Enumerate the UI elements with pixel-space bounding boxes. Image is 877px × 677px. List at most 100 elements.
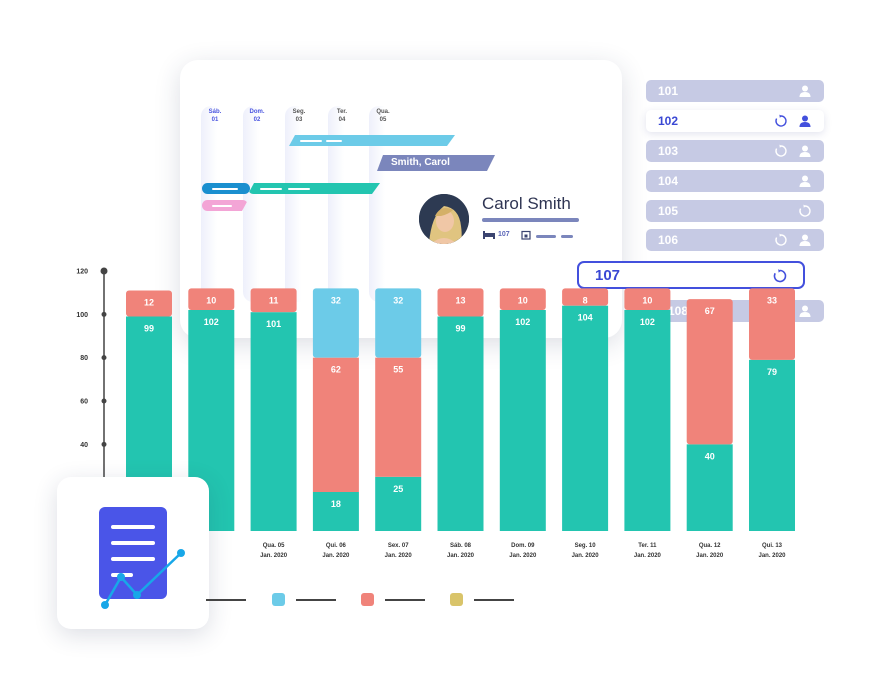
bar-segment[interactable] [624, 288, 671, 310]
user-icon[interactable] [798, 114, 812, 128]
y-tick-label: 60 [80, 399, 88, 406]
user-icon[interactable] [798, 174, 812, 188]
y-tick-mark [101, 311, 107, 317]
bar-value-label: 13 [455, 295, 465, 305]
bar-segment[interactable] [686, 444, 733, 531]
bar-segment[interactable] [126, 290, 172, 317]
refresh-icon[interactable] [774, 233, 788, 247]
bar-segment[interactable] [437, 316, 484, 532]
y-tick-mark [101, 355, 107, 361]
room-number: 105 [658, 204, 679, 218]
x-tick-label: Jan. 2020 [634, 553, 662, 559]
calendar-day-label: Seg. 03 [292, 109, 306, 123]
placeholder-line [536, 235, 556, 238]
report-chart-icon [99, 507, 185, 609]
room-number: 103 [658, 144, 679, 158]
guest-avatar [419, 194, 469, 244]
calendar-day-label: Qua. 05 [376, 109, 390, 123]
bar-segment[interactable] [686, 299, 733, 445]
bar-segment[interactable] [624, 310, 671, 531]
bar-value-label: 32 [331, 295, 341, 305]
booking-bar-teal[interactable] [248, 183, 380, 194]
bar-segment[interactable] [312, 288, 359, 358]
refresh-icon[interactable] [774, 144, 788, 158]
placeholder-line [561, 235, 573, 238]
user-icon[interactable] [798, 144, 812, 158]
bar-value-label: 99 [144, 324, 154, 334]
y-tick-label: 100 [76, 312, 88, 319]
bar-segment[interactable] [562, 288, 609, 306]
bar-segment[interactable] [437, 288, 484, 317]
bar-value-label: 99 [455, 324, 465, 334]
bar-segment[interactable] [499, 288, 546, 310]
legend-swatch [450, 593, 463, 606]
room-search-value: 107 [595, 267, 621, 284]
bar-value-label: 12 [144, 298, 154, 308]
user-icon[interactable] [798, 84, 812, 98]
bar-value-label: 10 [642, 295, 652, 305]
legend-swatch [272, 593, 285, 606]
bar-value-label: 33 [767, 295, 777, 305]
x-tick-label: Jan. 2020 [509, 553, 537, 559]
bar-segment[interactable] [312, 357, 359, 492]
bar-segment[interactable] [188, 288, 235, 310]
bar-segment[interactable] [375, 288, 422, 358]
room-item-104[interactable]: 104 [646, 170, 824, 192]
calendar-day-column[interactable] [243, 106, 283, 302]
bar-value-label: 67 [705, 306, 715, 316]
room-number: 106 [658, 233, 679, 247]
room-number: 102 [658, 114, 679, 128]
bar-value-label: 62 [331, 365, 341, 375]
booking-tag-smith-carol[interactable]: Smith, Carol [377, 155, 495, 171]
bar-segment[interactable] [312, 492, 359, 531]
user-icon[interactable] [798, 304, 812, 318]
bar-value-label: 8 [583, 295, 588, 305]
y-tick-mark [100, 267, 108, 275]
bar-segment[interactable] [250, 312, 297, 531]
x-tick-label: Qui. 13 [762, 543, 783, 549]
calendar-day-label: Dom. 02 [249, 109, 265, 123]
room-search-input[interactable]: 107 [577, 261, 805, 289]
x-tick-label: Qua. 12 [699, 543, 721, 549]
guest-name: Carol Smith [482, 194, 571, 213]
room-item-106[interactable]: 106 [646, 229, 824, 251]
room-item-101[interactable]: 101 [646, 80, 824, 102]
user-icon[interactable] [798, 233, 812, 247]
bar-value-label: 32 [393, 295, 403, 305]
x-tick-label: Jan. 2020 [758, 553, 786, 559]
y-tick-label: 120 [76, 269, 88, 276]
bar-segment[interactable] [375, 476, 422, 531]
guest-name-underline [482, 218, 579, 222]
bar-segment[interactable] [749, 359, 795, 531]
room-item-105[interactable]: 105 [646, 200, 824, 222]
calendar-day-label: Sáb. 01 [208, 109, 222, 123]
y-tick-label: 80 [80, 355, 88, 362]
bar-value-label: 10 [518, 295, 528, 305]
bar-segment[interactable] [562, 305, 609, 531]
room-item-102[interactable]: 102 [646, 110, 824, 132]
bar-value-label: 18 [331, 499, 341, 509]
legend-line [385, 599, 425, 601]
x-tick-label: Jan. 2020 [260, 553, 288, 559]
booking-bar-light-blue[interactable] [289, 135, 455, 146]
room-item-103[interactable]: 103 [646, 140, 824, 162]
refresh-icon[interactable] [773, 269, 787, 283]
bar-value-label: 40 [705, 451, 715, 461]
report-card[interactable] [57, 477, 209, 629]
x-tick-label: Dom. 09 [511, 543, 535, 549]
x-tick-label: Seg. 10 [575, 543, 597, 549]
x-tick-label: Jan. 2020 [572, 553, 600, 559]
bar-segment[interactable] [250, 288, 297, 313]
bar-value-label: 79 [767, 367, 777, 377]
x-tick-label: Jan. 2020 [385, 553, 413, 559]
refresh-icon[interactable] [774, 114, 788, 128]
bar-segment[interactable] [499, 310, 546, 531]
bar-value-label: 102 [515, 317, 530, 327]
bar-segment[interactable] [375, 357, 422, 477]
bar-segment[interactable] [749, 288, 795, 360]
refresh-icon[interactable] [798, 204, 812, 218]
x-tick-label: Jan. 2020 [447, 553, 475, 559]
bar-value-label: 25 [393, 484, 403, 494]
bar-value-label: 101 [266, 319, 281, 329]
